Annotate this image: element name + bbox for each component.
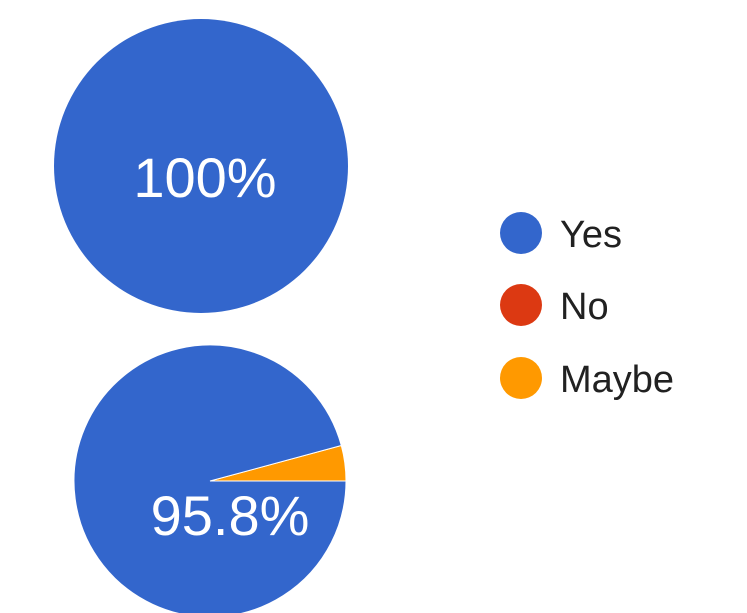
pie-1-data-label: 100% — [133, 146, 276, 209]
pie-1-slice-yes — [54, 19, 348, 313]
pie-2-slice-yes — [73, 344, 347, 613]
pie-chart-1 — [54, 19, 348, 313]
legend-swatch-yes — [500, 212, 542, 254]
pie-2-data-label: 95.8% — [151, 484, 310, 547]
legend-item-yes[interactable]: Yes — [500, 212, 622, 256]
legend-label-no: No — [560, 286, 609, 328]
legend-item-maybe[interactable]: Maybe — [500, 357, 674, 401]
legend-label-maybe: Maybe — [560, 359, 674, 401]
legend-label-yes: Yes — [560, 214, 622, 256]
legend-item-no[interactable]: No — [500, 284, 609, 328]
legend-swatch-no — [500, 284, 542, 326]
legend-swatch-maybe — [500, 357, 542, 399]
legend: Yes No Maybe — [500, 212, 674, 401]
pie-chart-2 — [73, 344, 347, 613]
